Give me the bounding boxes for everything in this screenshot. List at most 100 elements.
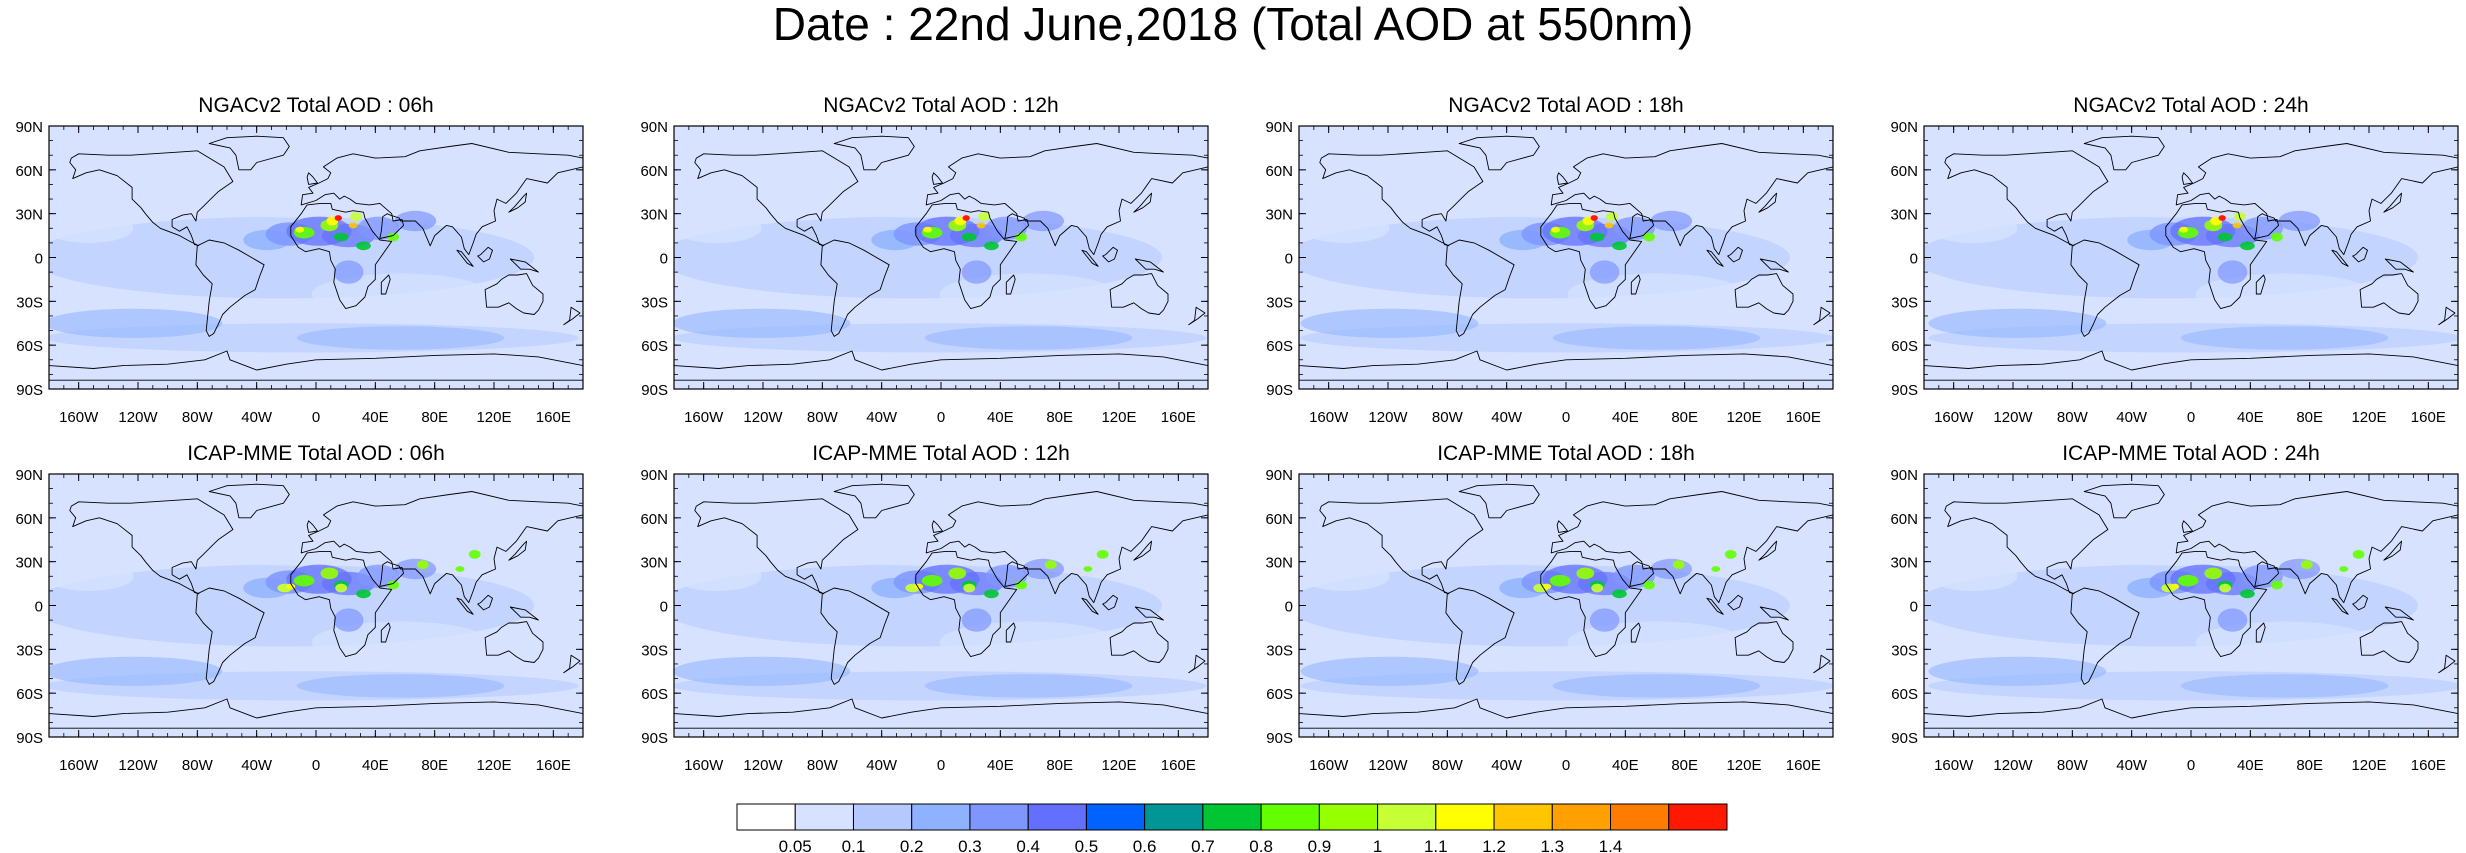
- coastline-new-zealand: [1188, 654, 1206, 674]
- coastline-australia: [1109, 621, 1169, 663]
- aod-field-patch: [1928, 561, 2018, 591]
- coastline-new-guinea: [1134, 258, 1164, 273]
- coastline-australia: [1734, 621, 1794, 663]
- lon-label: 120W: [118, 757, 158, 774]
- colorbar-swatch: [1435, 803, 1495, 831]
- aod-field-patch: [320, 567, 339, 580]
- colorbar-tick-label: 0.5: [1075, 837, 1099, 853]
- aod-field-patch: [939, 621, 1118, 663]
- lon-label: 160W: [1309, 409, 1349, 426]
- map-field: [1924, 126, 2458, 389]
- coastline-north-america: [69, 150, 234, 247]
- colorbar-tick-label: 1.3: [1540, 837, 1564, 853]
- colorbar-tick-label: 0.9: [1308, 837, 1332, 853]
- coastline-madagascar: [380, 622, 391, 643]
- coastline-antarctica: [1299, 698, 1833, 729]
- aod-field-patch: [333, 260, 364, 284]
- map-field: [1299, 474, 1833, 737]
- aod-field-patch: [2195, 273, 2374, 315]
- coastline-madagascar: [2255, 274, 2266, 295]
- coastline-japan: [2383, 540, 2403, 561]
- coastline-eurasia: [925, 491, 1208, 604]
- coastline-uk: [306, 172, 318, 185]
- lat-label: 60N: [1890, 163, 1918, 180]
- coastlines: [1299, 483, 1833, 729]
- aod-field-patch: [2204, 567, 2223, 580]
- lon-label: 0: [312, 409, 320, 426]
- lon-label: 0: [937, 757, 945, 774]
- coastline-new-zealand: [1813, 306, 1831, 326]
- lat-label: 30S: [16, 642, 43, 659]
- aod-field-patch: [1300, 213, 1390, 243]
- colorbar-swatch: [736, 803, 796, 831]
- aod-field-patch: [674, 656, 851, 686]
- lat-label: 60N: [1265, 163, 1293, 180]
- aod-field-patch: [2271, 232, 2283, 242]
- panel-title: ICAP-MME Total AOD : 24h: [2062, 442, 2320, 465]
- aod-field-patch: [2180, 326, 2389, 350]
- lat-label: 60N: [1265, 511, 1293, 528]
- aod-field-patch: [1672, 560, 1685, 569]
- aod-field-patch: [1022, 210, 1065, 232]
- coastline-south-america: [2070, 587, 2140, 685]
- map-field: [1299, 126, 1833, 389]
- aod-field-patch: [2217, 260, 2248, 284]
- coastline-sumatra: [2331, 597, 2349, 615]
- coastline-new-zealand: [2438, 306, 2456, 326]
- coastline-new-guinea: [2384, 606, 2414, 621]
- coastline-japan: [1758, 540, 1778, 561]
- aod-field-patch: [1928, 308, 2107, 338]
- coastline-north-america: [694, 150, 859, 247]
- coastline-eurasia: [1550, 143, 1833, 256]
- aod-field-patch: [49, 656, 223, 686]
- aod-field-patch: [387, 580, 399, 590]
- aod-field-patch: [1589, 260, 1620, 284]
- coastline-uk: [1556, 172, 1568, 185]
- colorbar-swatch: [1318, 803, 1379, 831]
- coastline-borneo: [1727, 246, 1743, 263]
- coastline-south-america: [195, 239, 265, 337]
- aod-field-patch: [1711, 566, 1721, 572]
- map-panel-grid: NGACv2 Total AOD : 06h 90N 60N 30N 0 30S 60S 90…: [15, 94, 2459, 774]
- lon-label: 160E: [1161, 409, 1196, 426]
- coastline-uk: [1556, 520, 1568, 533]
- coastline-borneo: [1102, 594, 1118, 611]
- colorbar-tick-label: 1.4: [1599, 837, 1623, 853]
- coastline-eurasia: [2175, 143, 2458, 256]
- aod-field-patch: [296, 674, 505, 698]
- lon-label: 120E: [1101, 757, 1136, 774]
- aod-field-patch: [1549, 574, 1571, 587]
- coastline-africa: [1540, 202, 1643, 310]
- lat-label: 60N: [15, 163, 43, 180]
- lat-label: 90S: [16, 730, 43, 747]
- lon-label: 120E: [2351, 409, 2386, 426]
- coastline-eurasia: [2175, 491, 2458, 604]
- lat-label: 90S: [1891, 382, 1918, 399]
- aod-field-patch: [2177, 574, 2199, 587]
- lat-label: 90S: [1266, 382, 1293, 399]
- coastline-africa: [290, 202, 393, 310]
- coastline-madagascar: [1630, 274, 1641, 295]
- lon-label: 80W: [2057, 409, 2089, 426]
- coastline-greenland: [1458, 483, 1540, 519]
- aod-field-patch: [49, 561, 134, 591]
- aod-field-patch: [49, 308, 223, 338]
- colorbar: 0.05 0.1 0.2 0.3 0.4 0.5 0.6 0.7 0.8 0.9 1 1.1 1.2 1.…: [736, 803, 1728, 853]
- lon-label: 40E: [2237, 757, 2264, 774]
- coastline-new-guinea: [1134, 606, 1164, 621]
- coastline-new-guinea: [1759, 606, 1789, 621]
- coastline-uk: [931, 520, 943, 533]
- lon-label: 160E: [536, 757, 571, 774]
- colorbar-swatch: [1085, 803, 1146, 831]
- lat-label: 60S: [641, 686, 668, 703]
- lon-label: 80E: [421, 409, 448, 426]
- lon-label: 80E: [2296, 409, 2323, 426]
- aod-field-patch: [1591, 583, 1604, 593]
- coastline-borneo: [477, 594, 493, 611]
- lon-label: 120E: [476, 757, 511, 774]
- colorbar-swatch: [1027, 803, 1087, 831]
- colorbar-swatch: [969, 803, 1029, 831]
- aod-field-patch: [2217, 232, 2233, 242]
- aod-field-patch: [984, 241, 999, 251]
- aod-field-patch: [761, 165, 1118, 219]
